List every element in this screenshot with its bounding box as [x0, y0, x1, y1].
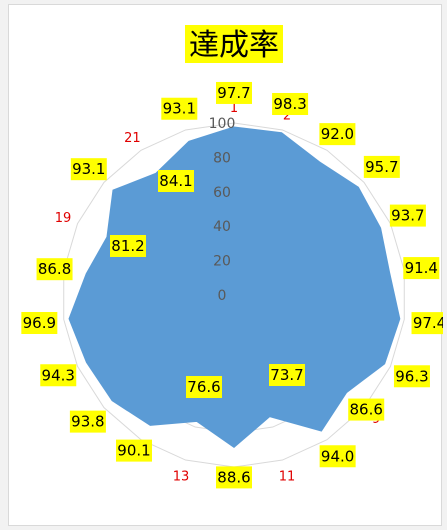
data-label-box	[186, 376, 222, 398]
category-label: 2	[283, 109, 291, 124]
data-label-text: 81.2	[111, 237, 144, 255]
data-label-text: 76.6	[187, 378, 220, 396]
data-label-box	[36, 258, 73, 281]
radial-tick-label: 0	[218, 288, 227, 304]
data-label-text: 86.8	[38, 260, 71, 278]
data-label-text: 93.1	[163, 100, 196, 118]
data-label-text: 97.7	[217, 84, 250, 102]
radial-tick-label: 80	[213, 150, 231, 166]
series-area	[68, 126, 401, 449]
data-label: 90.1	[115, 439, 152, 462]
radial-tick-labels: 0 20 40 60 80 100	[209, 116, 236, 304]
data-label-box	[319, 123, 356, 146]
data-label-box	[40, 364, 77, 387]
data-label: 93.7	[389, 204, 426, 227]
data-label: 86.8	[36, 258, 73, 281]
data-label: 92.0	[319, 123, 356, 146]
data-label: 93.1	[161, 97, 198, 120]
data-label-text: 96.9	[23, 314, 56, 332]
data-label: 95.7	[363, 155, 400, 178]
data-label-box	[269, 364, 305, 386]
data-label-text: 96.3	[395, 367, 428, 385]
data-label-text: 92.0	[321, 125, 354, 143]
data-label: 96.3	[393, 365, 430, 388]
data-label: 97.7	[216, 81, 252, 104]
data-label: 86.6	[348, 398, 385, 421]
data-label-box	[272, 92, 309, 115]
data-label-box	[110, 235, 146, 257]
data-label-text: 73.7	[270, 366, 303, 384]
data-label: 93.1	[70, 158, 107, 181]
data-label-text: 93.1	[72, 160, 105, 178]
data-label: 94.0	[319, 445, 356, 468]
data-label-text: 84.1	[159, 172, 192, 190]
data-label: 98.3	[272, 92, 309, 115]
data-label-text: 90.1	[117, 442, 150, 460]
data-label-box	[21, 311, 58, 334]
data-label-box	[69, 410, 106, 433]
category-label: 13	[173, 469, 190, 484]
data-label-text: 94.3	[42, 366, 75, 384]
data-label-box	[216, 466, 252, 489]
data-label: 96.9	[21, 311, 58, 334]
data-label-box	[216, 81, 252, 104]
data-label-box	[158, 170, 194, 192]
data-label: 97.4	[411, 312, 443, 335]
data-label: 73.7	[269, 364, 305, 386]
category-label: 11	[279, 469, 296, 484]
data-label: 81.2	[110, 235, 146, 257]
data-label-text: 98.3	[273, 95, 306, 113]
data-label: 93.8	[69, 410, 106, 433]
radial-tick-label: 40	[213, 219, 231, 235]
data-label-text: 88.6	[217, 468, 250, 486]
chart-title: 達成率	[189, 28, 279, 63]
data-label: 76.6	[186, 376, 222, 398]
data-label: 84.1	[158, 170, 194, 192]
data-label-text: 86.6	[350, 401, 383, 419]
data-labels: 97.7 98.3 92.0 95.7 93.7 91.4 97.4 96.3 86.6 94.0…	[21, 81, 443, 489]
data-label-text: 97.4	[413, 314, 443, 332]
data-label: 94.3	[40, 364, 77, 387]
data-label-box	[348, 398, 385, 421]
category-label: 1	[230, 101, 238, 116]
radial-tick-label: 60	[213, 185, 231, 201]
data-label-box	[70, 158, 107, 181]
data-label-box	[389, 204, 426, 227]
data-label-text: 93.8	[71, 413, 104, 431]
radial-tick-label: 20	[213, 254, 231, 270]
data-label-box	[319, 445, 356, 468]
data-label-box	[393, 365, 430, 388]
data-label: 88.6	[216, 466, 252, 489]
data-label-box	[161, 97, 198, 120]
chart-title-group: 達成率	[185, 25, 283, 63]
data-label-box	[411, 312, 443, 335]
category-label: 21	[124, 131, 141, 146]
category-label: 19	[55, 211, 72, 226]
data-label-box	[115, 439, 152, 462]
data-label-box	[363, 155, 400, 178]
radial-tick-label: 100	[209, 116, 236, 132]
data-label-text: 91.4	[405, 259, 438, 277]
data-label-text: 95.7	[365, 158, 398, 176]
data-label-text: 94.0	[321, 447, 354, 465]
data-label: 91.4	[403, 257, 440, 280]
data-label-box	[403, 257, 440, 280]
chart-title-background	[185, 25, 283, 63]
series-layer	[68, 126, 401, 449]
data-label-text: 93.7	[391, 207, 424, 225]
